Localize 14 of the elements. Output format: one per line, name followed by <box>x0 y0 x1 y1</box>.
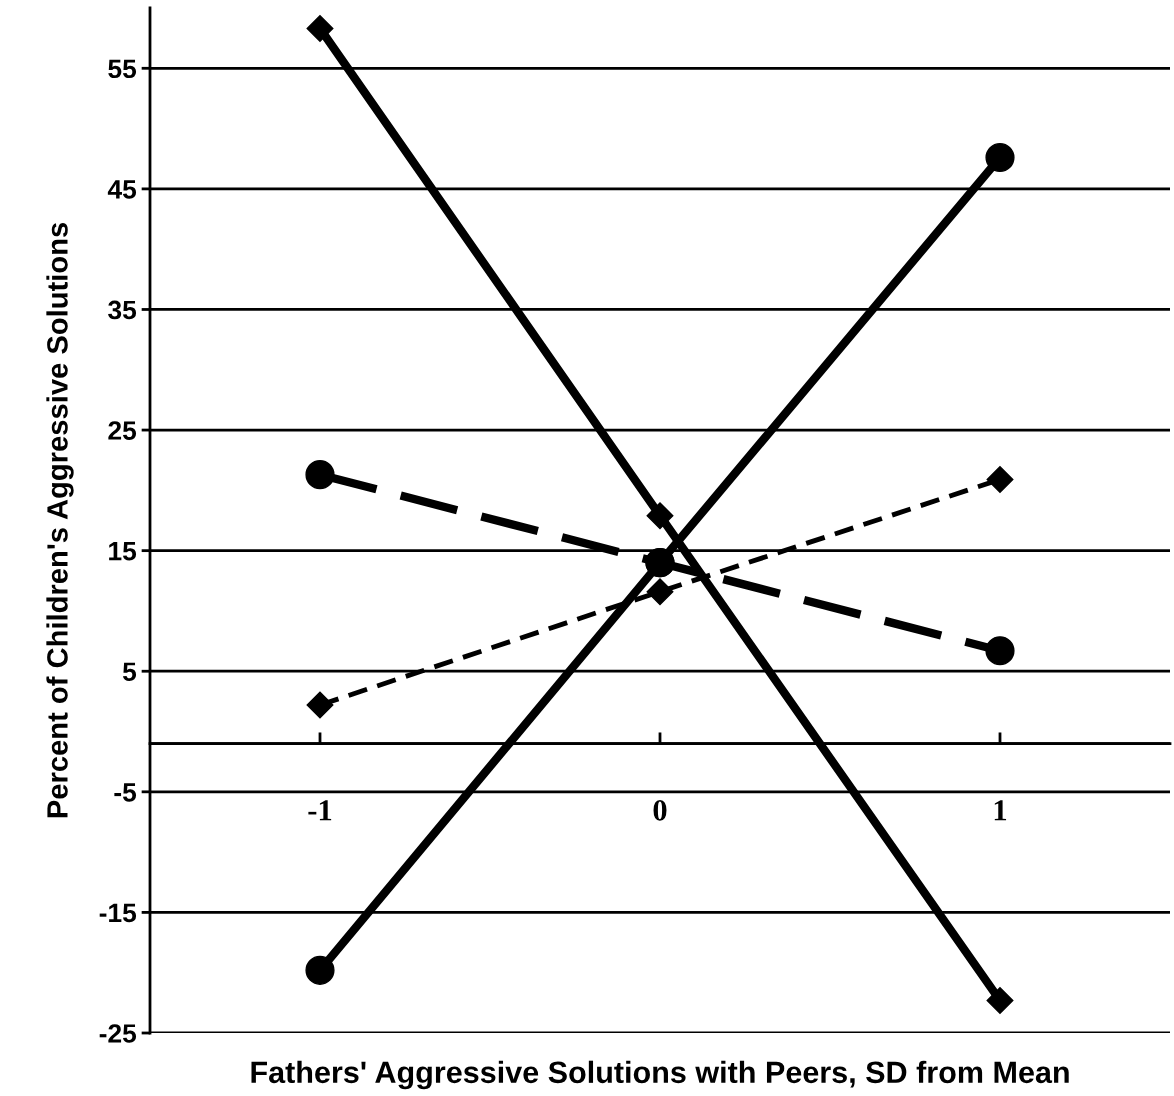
y-tick-label: 5 <box>122 662 137 682</box>
y-tick-label: 15 <box>109 542 137 561</box>
x-tick-label: 0 <box>653 800 667 821</box>
x-tick-label: 1 <box>994 800 1007 821</box>
y-tick-label: -25 <box>99 1024 137 1043</box>
y-tick-label: -5 <box>114 783 137 802</box>
x-tick-label: -1 <box>308 800 332 821</box>
x-axis-title: Fathers' Aggressive Solutions with Peers, SD from Mean <box>251 1060 1069 1090</box>
y-tick-label: -15 <box>99 903 137 923</box>
y-tick-label: 45 <box>107 180 137 199</box>
y-axis-title: Percent of Children's Aggressive Solutions <box>46 222 74 818</box>
y-tick-label: 55 <box>108 59 137 79</box>
y-tick-label: 25 <box>108 421 137 440</box>
y-tick-label: 35 <box>108 300 137 320</box>
